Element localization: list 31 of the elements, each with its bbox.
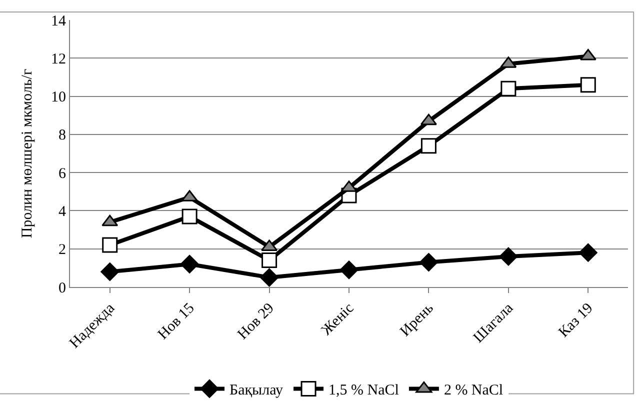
y-tick-label: 2: [58, 242, 66, 258]
legend-label: 1,5 % NaCl: [328, 382, 399, 399]
x-tick-label: Нов 29: [234, 300, 278, 343]
point: [420, 114, 437, 126]
point: [340, 260, 358, 280]
x-tick-label: Нов 15: [155, 300, 198, 343]
point: [578, 243, 598, 262]
point: [580, 48, 596, 60]
point: [100, 262, 120, 281]
point: [102, 237, 118, 253]
point: [180, 254, 199, 274]
y-tick-label: 14: [51, 13, 66, 30]
y-axis-title: Пролин мөлшері мкмоль/г: [19, 68, 36, 238]
point: [500, 80, 516, 96]
point: [420, 138, 436, 154]
point: [260, 268, 278, 287]
point: [262, 252, 278, 268]
point: [102, 214, 118, 226]
point: [580, 77, 596, 93]
y-tick-label: 4: [58, 204, 66, 220]
y-tick-label: 10: [51, 90, 66, 106]
legend-label: 2 % NaCl: [444, 382, 504, 399]
y-tick-label: 12: [51, 51, 66, 68]
point: [420, 253, 438, 272]
legend-label: Бақылау: [230, 382, 284, 399]
y-tick-label: 0: [58, 280, 66, 296]
point: [182, 208, 198, 224]
point: [499, 247, 518, 266]
x-tick-label: Каз 19: [556, 300, 596, 341]
y-tick-label: 6: [58, 166, 66, 182]
y-tick-label: 8: [58, 128, 66, 144]
